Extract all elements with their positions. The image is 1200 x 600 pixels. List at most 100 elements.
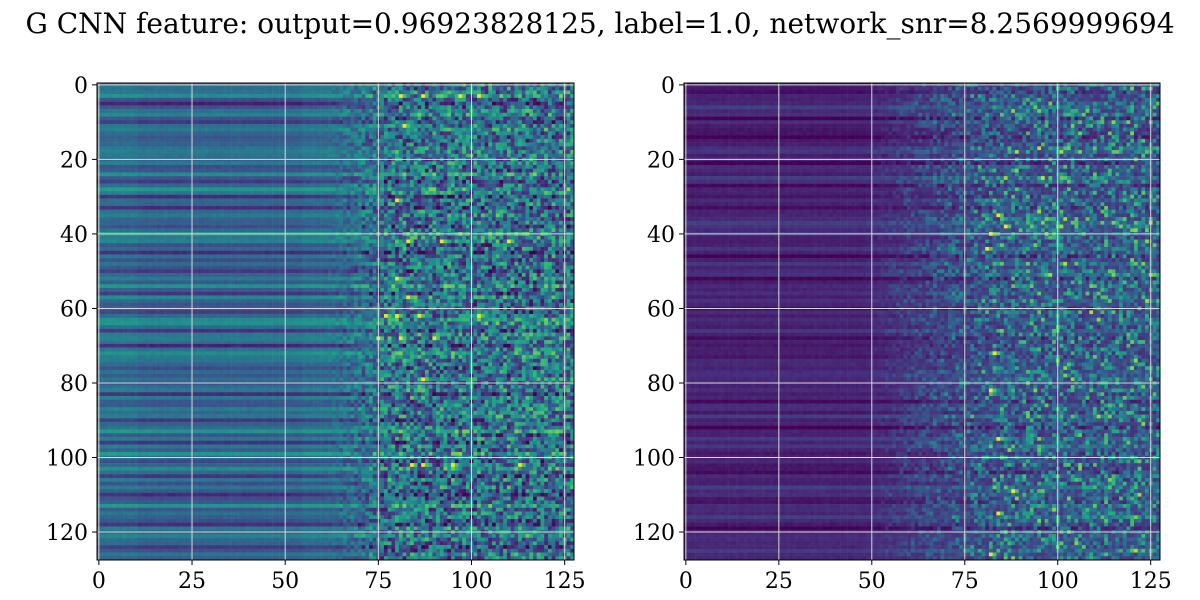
heatmap-cell bbox=[257, 128, 261, 132]
heatmap-cell bbox=[522, 146, 526, 150]
heatmap-cell bbox=[544, 199, 548, 203]
heatmap-cell bbox=[313, 120, 317, 124]
heatmap-cell bbox=[123, 102, 127, 106]
heatmap-cell bbox=[172, 105, 176, 109]
heatmap-cell bbox=[526, 169, 530, 173]
heatmap-cell bbox=[522, 172, 526, 176]
heatmap-cell bbox=[432, 94, 436, 98]
heatmap-cell bbox=[291, 113, 295, 117]
heatmap-cell bbox=[399, 143, 403, 147]
heatmap-cell bbox=[462, 117, 466, 121]
heatmap-cell bbox=[336, 217, 340, 221]
heatmap-cell bbox=[216, 139, 220, 143]
heatmap-cell bbox=[101, 187, 105, 191]
heatmap-cell bbox=[436, 184, 440, 188]
heatmap-cell bbox=[213, 135, 217, 139]
heatmap-cell bbox=[313, 131, 317, 135]
heatmap-cell bbox=[246, 195, 250, 199]
heatmap-cell bbox=[235, 94, 239, 98]
heatmap-cell bbox=[302, 221, 306, 225]
heatmap-cell bbox=[321, 169, 325, 173]
heatmap-cell bbox=[466, 206, 470, 210]
heatmap-cell bbox=[112, 98, 116, 102]
heatmap-cell bbox=[447, 191, 451, 195]
heatmap-cell bbox=[298, 109, 302, 113]
heatmap-cell bbox=[324, 131, 328, 135]
heatmap-cell bbox=[194, 199, 198, 203]
heatmap-cell bbox=[444, 184, 448, 188]
heatmap-cell bbox=[172, 135, 176, 139]
heatmap-cell bbox=[216, 143, 220, 147]
heatmap-cell bbox=[213, 191, 217, 195]
heatmap-cell bbox=[362, 172, 366, 176]
heatmap-cell bbox=[511, 202, 515, 206]
heatmap-cell bbox=[134, 98, 138, 102]
heatmap-cell bbox=[350, 154, 354, 158]
heatmap-cell bbox=[365, 206, 369, 210]
heatmap-cell bbox=[313, 195, 317, 199]
heatmap-cell bbox=[462, 94, 466, 98]
heatmap-cell bbox=[444, 120, 448, 124]
heatmap-cell bbox=[347, 213, 351, 217]
heatmap-cell bbox=[417, 191, 421, 195]
heatmap-cell bbox=[436, 176, 440, 180]
heatmap-cell bbox=[358, 225, 362, 229]
heatmap-cell bbox=[395, 199, 399, 203]
heatmap-cell bbox=[350, 169, 354, 173]
heatmap-cell bbox=[324, 150, 328, 154]
heatmap-cell bbox=[261, 150, 265, 154]
heatmap-cell bbox=[481, 146, 485, 150]
heatmap-cell bbox=[518, 90, 522, 94]
heatmap-cell bbox=[466, 217, 470, 221]
heatmap-cell bbox=[108, 94, 112, 98]
heatmap-cell bbox=[540, 150, 544, 154]
heatmap-cell bbox=[175, 131, 179, 135]
heatmap-cell bbox=[317, 165, 321, 169]
heatmap-cell bbox=[242, 169, 246, 173]
heatmap-cell bbox=[391, 161, 395, 165]
heatmap-cell bbox=[410, 94, 414, 98]
heatmap-cell bbox=[421, 225, 425, 229]
heatmap-cell bbox=[444, 146, 448, 150]
heatmap-cell bbox=[481, 165, 485, 169]
heatmap-cell bbox=[242, 180, 246, 184]
heatmap-cell bbox=[425, 213, 429, 217]
heatmap-cell bbox=[447, 169, 451, 173]
heatmap-cell bbox=[332, 165, 336, 169]
heatmap-cell bbox=[466, 221, 470, 225]
heatmap-cell bbox=[175, 154, 179, 158]
heatmap-cell bbox=[239, 213, 243, 217]
heatmap-cell bbox=[537, 176, 541, 180]
heatmap-cell bbox=[205, 113, 209, 117]
heatmap-cell bbox=[518, 87, 522, 91]
heatmap-cell bbox=[250, 131, 254, 135]
heatmap-cell bbox=[373, 210, 377, 214]
heatmap-cell bbox=[272, 221, 276, 225]
heatmap-cell bbox=[354, 120, 358, 124]
heatmap-cell bbox=[395, 172, 399, 176]
heatmap-cell bbox=[481, 176, 485, 180]
heatmap-cell bbox=[511, 87, 515, 91]
heatmap-cell bbox=[250, 109, 254, 113]
heatmap-cell bbox=[209, 191, 213, 195]
heatmap-cell bbox=[123, 87, 127, 91]
heatmap-cell bbox=[123, 135, 127, 139]
heatmap-cell bbox=[309, 161, 313, 165]
heatmap-cell bbox=[104, 94, 108, 98]
heatmap-cell bbox=[485, 176, 489, 180]
heatmap-cell bbox=[548, 191, 552, 195]
heatmap-cell bbox=[235, 225, 239, 229]
heatmap-cell bbox=[481, 154, 485, 158]
heatmap-cell bbox=[410, 206, 414, 210]
heatmap-cell bbox=[116, 191, 120, 195]
heatmap-cell bbox=[395, 210, 399, 214]
heatmap-cell bbox=[440, 184, 444, 188]
heatmap-cell bbox=[522, 154, 526, 158]
heatmap-cell bbox=[313, 191, 317, 195]
heatmap-cell bbox=[321, 213, 325, 217]
heatmap-cell bbox=[567, 146, 571, 150]
heatmap-cell bbox=[533, 206, 537, 210]
heatmap-cell bbox=[306, 117, 310, 121]
heatmap-cell bbox=[369, 161, 373, 165]
heatmap-cell bbox=[537, 210, 541, 214]
